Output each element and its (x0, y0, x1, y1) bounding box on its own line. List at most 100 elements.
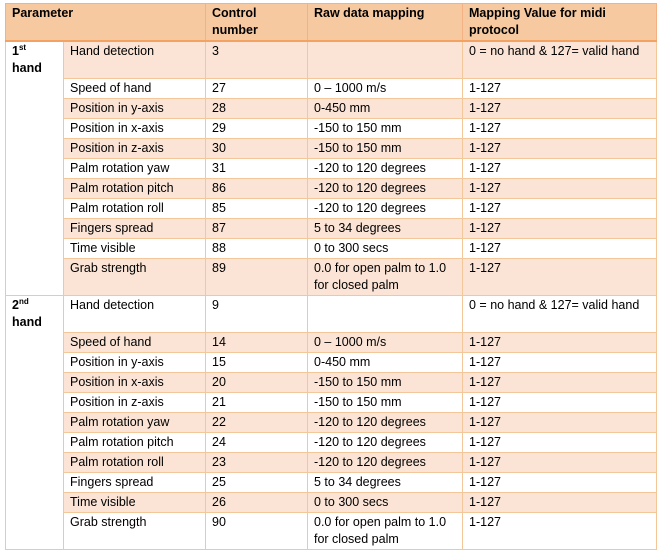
table-row: Palm rotation pitch 86 -120 to 120 degrees… (6, 178, 657, 199)
table-row: Position in z-axis 21 -150 to 150 mm 1-127 (6, 392, 657, 413)
mapping-cell: 1-127 (462, 452, 657, 473)
control-cell: 20 (205, 372, 308, 393)
raw-cell: 5 to 34 degrees (307, 218, 463, 239)
header-control-number: Control number (205, 3, 308, 42)
table-row: Speed of hand 27 0 – 1000 m/s 1-127 (6, 78, 657, 99)
section-number: 2 (12, 298, 19, 312)
control-cell: 29 (205, 118, 308, 139)
param-cell: Position in z-axis (63, 138, 206, 159)
control-cell: 86 (205, 178, 308, 199)
mapping-cell: 1-127 (462, 198, 657, 219)
param-cell: Palm rotation yaw (63, 412, 206, 433)
control-cell: 25 (205, 472, 308, 493)
raw-cell: 0 – 1000 m/s (307, 78, 463, 99)
param-cell: Position in x-axis (63, 372, 206, 393)
header-parameter: Parameter (5, 3, 206, 42)
raw-cell: 0.0 for open palm to 1.0 for closed palm (307, 512, 463, 550)
param-cell: Position in x-axis (63, 118, 206, 139)
control-cell: 3 (205, 40, 308, 79)
control-cell: 22 (205, 412, 308, 433)
table-row: Grab strength 90 0.0 for open palm to 1.0 … (6, 512, 657, 550)
control-cell: 90 (205, 512, 308, 550)
table-row: 2nd hand Hand detection 9 0 = no hand & 127=… (5, 295, 657, 550)
param-cell: Fingers spread (63, 472, 206, 493)
control-cell: 9 (205, 295, 308, 333)
raw-cell: -120 to 120 degrees (307, 158, 463, 179)
table-row: Fingers spread 87 5 to 34 degrees 1-127 (6, 218, 657, 239)
control-cell: 28 (205, 98, 308, 119)
mapping-cell: 1-127 (462, 352, 657, 373)
table-row: 1st hand Hand detection 3 0 = no hand & 127=… (5, 40, 657, 296)
header-mapping-value: Mapping Value for midi protocol (462, 3, 657, 42)
mapping-cell: 1-127 (462, 372, 657, 393)
table-row: Position in x-axis 20 -150 to 150 mm 1-127 (6, 372, 657, 393)
table-row: Palm rotation roll 23 -120 to 120 degrees 1… (6, 452, 657, 473)
mapping-cell: 1-127 (462, 492, 657, 513)
table-row: Time visible 88 0 to 300 secs 1-127 (6, 238, 657, 259)
param-cell: Time visible (63, 492, 206, 513)
control-cell: 14 (205, 332, 308, 353)
raw-cell: 0 to 300 secs (307, 238, 463, 259)
raw-cell: 0 to 300 secs (307, 492, 463, 513)
param-cell: Position in z-axis (63, 392, 206, 413)
raw-cell: -120 to 120 degrees (307, 412, 463, 433)
param-cell: Hand detection (63, 295, 206, 333)
control-cell: 21 (205, 392, 308, 413)
param-cell: Speed of hand (63, 78, 206, 99)
table-row: Position in y-axis 15 0-450 mm 1-127 (6, 352, 657, 373)
control-cell: 88 (205, 238, 308, 259)
section-number: 1 (12, 44, 19, 58)
table-row: Palm rotation yaw 22 -120 to 120 degrees 1-… (6, 412, 657, 433)
mapping-cell: 1-127 (462, 98, 657, 119)
raw-cell: -150 to 150 mm (307, 372, 463, 393)
mapping-cell: 1-127 (462, 258, 657, 296)
raw-cell: -120 to 120 degrees (307, 178, 463, 199)
midi-mapping-table: Parameter Control number Raw data mappin… (5, 3, 657, 550)
mapping-cell: 1-127 (462, 218, 657, 239)
mapping-cell: 1-127 (462, 332, 657, 353)
control-cell: 24 (205, 432, 308, 453)
table-row: Speed of hand 14 0 – 1000 m/s 1-127 (6, 332, 657, 353)
mapping-cell: 1-127 (462, 178, 657, 199)
raw-cell (307, 295, 463, 333)
param-cell: Time visible (63, 238, 206, 259)
table-row: Palm rotation pitch 24 -120 to 120 degrees… (6, 432, 657, 453)
control-cell: 23 (205, 452, 308, 473)
table-row: Palm rotation yaw 31 -120 to 120 degrees 1-… (6, 158, 657, 179)
table-body: 1st hand Hand detection 3 0 = no hand & 127=… (5, 40, 657, 550)
raw-cell: -120 to 120 degrees (307, 432, 463, 453)
mapping-cell: 1-127 (462, 412, 657, 433)
section-label: 1st hand (5, 40, 64, 296)
table-row: Grab strength 89 0.0 for open palm to 1.0 … (6, 258, 657, 296)
header-row: Parameter Control number Raw data mappin… (5, 3, 657, 42)
control-cell: 26 (205, 492, 308, 513)
param-cell: Hand detection (63, 40, 206, 79)
raw-cell: -150 to 150 mm (307, 118, 463, 139)
section-word: hand (12, 61, 42, 75)
param-cell: Position in y-axis (63, 352, 206, 373)
mapping-cell: 1-127 (462, 392, 657, 413)
mapping-cell: 0 = no hand & 127= valid hand (462, 40, 657, 79)
raw-cell: 0-450 mm (307, 98, 463, 119)
control-cell: 89 (205, 258, 308, 296)
param-cell: Palm rotation yaw (63, 158, 206, 179)
table-row: Position in z-axis 30 -150 to 150 mm 1-127 (6, 138, 657, 159)
mapping-cell: 1-127 (462, 158, 657, 179)
control-cell: 30 (205, 138, 308, 159)
param-cell: Palm rotation roll (63, 198, 206, 219)
param-cell: Palm rotation pitch (63, 432, 206, 453)
raw-cell: -120 to 120 degrees (307, 198, 463, 219)
table-row: Palm rotation roll 85 -120 to 120 degrees 1… (6, 198, 657, 219)
param-cell: Position in y-axis (63, 98, 206, 119)
section-word: hand (12, 315, 42, 329)
param-cell: Palm rotation pitch (63, 178, 206, 199)
control-cell: 15 (205, 352, 308, 373)
raw-cell: -120 to 120 degrees (307, 452, 463, 473)
param-cell: Fingers spread (63, 218, 206, 239)
raw-cell: 0.0 for open palm to 1.0 for closed palm (307, 258, 463, 296)
mapping-cell: 1-127 (462, 138, 657, 159)
raw-cell: -150 to 150 mm (307, 138, 463, 159)
mapping-cell: 1-127 (462, 472, 657, 493)
param-cell: Grab strength (63, 512, 206, 550)
control-cell: 85 (205, 198, 308, 219)
